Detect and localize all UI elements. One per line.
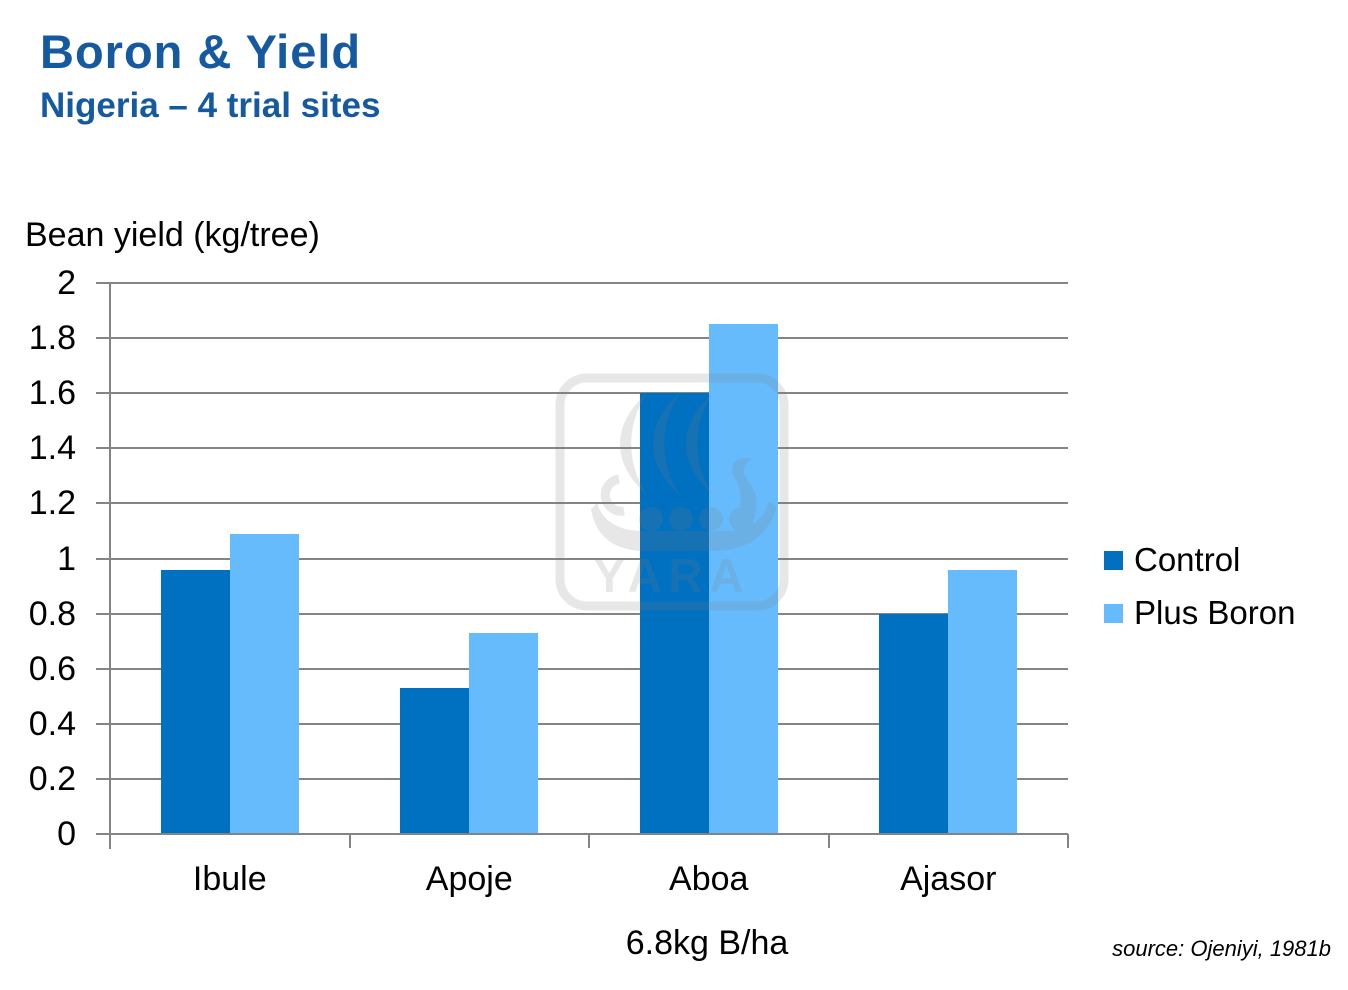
gridline	[110, 557, 1068, 560]
y-axis-tick	[96, 502, 111, 505]
category-label-apoje: Apoje	[425, 860, 513, 898]
y-axis-tick	[96, 612, 111, 615]
y-axis-tick	[96, 667, 111, 670]
y-axis-tick	[96, 282, 111, 284]
y-tick-label: 0	[57, 815, 76, 853]
y-axis-tick	[96, 557, 111, 560]
watermark-border	[555, 373, 789, 611]
gridline	[110, 282, 1068, 284]
x-axis-tick	[588, 834, 590, 848]
slide-title: Boron & Yield	[40, 25, 362, 78]
x-axis-line	[96, 833, 1068, 835]
y-axis-line	[109, 283, 111, 849]
y-tick-label: 1	[57, 539, 76, 578]
y-axis-tick	[96, 392, 111, 395]
bar-plus-boron-ibule	[229, 533, 299, 833]
x-axis-tick	[348, 834, 351, 848]
y-tick-label: 1.4	[28, 429, 76, 468]
y-axis-tick	[96, 337, 111, 340]
gridline	[110, 337, 1068, 340]
y-axis-tick	[96, 777, 111, 780]
y-tick-label: 2	[57, 264, 76, 302]
watermark-text: YARA	[594, 549, 751, 602]
x-axis-caption: 6.8kg B/ha	[625, 924, 789, 962]
bar-control-apoje	[400, 687, 470, 833]
bar-control-ibule	[160, 569, 230, 833]
y-tick-label: 0.2	[28, 759, 76, 798]
legend-swatch	[1104, 550, 1123, 570]
viking-ship-icon	[591, 393, 777, 551]
category-label-ibule: Ibule	[192, 860, 267, 898]
x-axis-tick	[827, 834, 830, 848]
source-note: source: Ojeniyi, 1981b	[1112, 936, 1331, 961]
yara-watermark-logo: YARA	[555, 373, 789, 611]
gridline	[110, 722, 1068, 725]
y-tick-label: 1.2	[28, 484, 76, 523]
y-tick-label: 0.4	[28, 704, 76, 743]
gridline	[110, 392, 1068, 395]
category-label-ajasor: Ajasor	[900, 860, 997, 898]
legend-label: Plus Boron	[1134, 594, 1296, 631]
category-label-aboa: Aboa	[669, 860, 749, 898]
gridline	[110, 502, 1068, 505]
y-axis-title: Bean yield (kg/tree)	[25, 216, 320, 254]
bar-control-aboa	[639, 393, 709, 833]
y-axis-tick	[96, 447, 111, 450]
legend-item-control: Control	[1104, 541, 1240, 579]
y-tick-label: 0.8	[28, 594, 76, 633]
bar-control-ajasor	[879, 613, 949, 833]
gridline	[110, 447, 1068, 450]
x-axis-tick	[1067, 834, 1069, 848]
y-axis-tick	[96, 722, 111, 725]
bar-plus-boron-apoje	[469, 632, 539, 833]
legend-label: Control	[1134, 541, 1241, 578]
bar-plus-boron-ajasor	[948, 569, 1018, 833]
gridline	[110, 777, 1068, 780]
y-tick-label: 1.6	[28, 374, 76, 413]
y-tick-label: 0.6	[28, 649, 76, 688]
bar-plus-boron-aboa	[708, 324, 778, 833]
gridline	[110, 612, 1068, 615]
legend-swatch	[1104, 603, 1123, 623]
gridline	[110, 667, 1068, 670]
y-tick-label: 1.8	[28, 319, 76, 358]
legend-item-plus-boron: Plus Boron	[1104, 594, 1295, 632]
slide-subtitle: Nigeria – 4 trial sites	[40, 86, 381, 125]
